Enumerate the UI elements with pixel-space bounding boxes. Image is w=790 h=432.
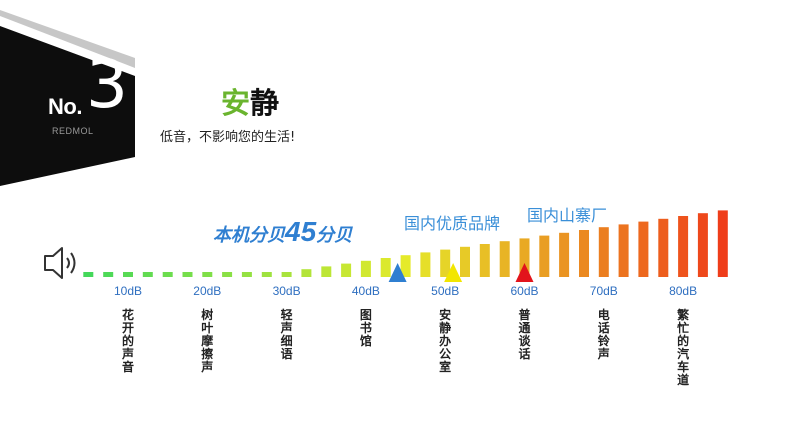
badge-black-band: [0, 26, 135, 186]
level-bar: [182, 272, 193, 277]
callout-domestic-brand: 国内优质品牌: [404, 214, 501, 233]
level-bar: [301, 269, 312, 277]
level-bar: [341, 263, 352, 277]
speaker-icon: [44, 247, 76, 279]
db-tick-label: 10dB: [113, 284, 143, 298]
level-bar: [697, 213, 708, 277]
db-description: 花开的声音: [121, 308, 134, 374]
level-bar: [440, 249, 451, 277]
level-bar: [638, 221, 649, 277]
marker-blue: [388, 263, 407, 282]
level-bar: [400, 255, 411, 277]
level-bar: [678, 216, 689, 277]
marker-yellow: [444, 263, 463, 282]
badge-brand: REDMOL: [52, 126, 94, 136]
level-bar: [321, 266, 332, 277]
level-bar: [618, 224, 629, 277]
db-tick-label: 40dB: [351, 284, 380, 298]
title-accent: 安: [221, 86, 251, 120]
db-tick-label: 80dB: [669, 284, 698, 298]
callout-copycat-factory: 国内山寨厂: [527, 206, 608, 225]
level-bar: [579, 230, 589, 277]
level-bar: [123, 272, 133, 277]
level-bar: [717, 210, 728, 277]
badge-gray-stripe: [0, 10, 135, 68]
level-bar: [281, 272, 292, 277]
level-bar: [261, 272, 272, 277]
db-tick-label: 30dB: [272, 284, 301, 298]
level-bar: [539, 235, 550, 277]
level-bar: [162, 272, 173, 277]
db-description: 繁忙的汽车道: [677, 308, 690, 387]
db-description: 轻声细语: [280, 308, 293, 361]
callout-machine-db: 本机分贝45分贝: [213, 216, 352, 248]
title-rest: 静: [250, 86, 280, 120]
callout-machine-prefix: 本机分贝: [213, 225, 285, 246]
level-bar: [658, 218, 669, 277]
db-description: 普通谈话: [518, 308, 531, 361]
page-title: 安静: [221, 86, 279, 120]
level-bar: [202, 272, 213, 277]
db-description: 电话铃声: [597, 308, 610, 361]
level-bar: [103, 272, 114, 277]
level-bar: [222, 272, 233, 277]
callout-machine-value: 45: [285, 216, 317, 247]
level-bar: [499, 241, 510, 277]
level-bar: [420, 252, 431, 277]
subtitle: 低音，不影响您的生活!: [160, 130, 296, 145]
level-bar: [380, 258, 391, 277]
level-bar: [479, 244, 490, 277]
level-bar: [83, 272, 94, 277]
db-description: 图书馆: [359, 308, 372, 348]
db-tick-label: 20dB: [193, 284, 222, 298]
badge-number: 3: [86, 46, 128, 123]
level-bar: [559, 232, 570, 277]
level-bar: [460, 246, 470, 277]
badge-prefix: No.: [48, 94, 82, 119]
level-bar: [142, 272, 153, 277]
db-tick-label: 50dB: [431, 284, 460, 298]
level-bar: [241, 272, 252, 277]
db-tick-label: 60dB: [510, 284, 539, 298]
db-description: 安静办公室: [439, 308, 452, 374]
marker-red: [515, 263, 534, 282]
level-bar: [360, 260, 371, 277]
level-bar: [598, 227, 609, 277]
db-tick-label: 70dB: [589, 284, 618, 298]
callout-machine-suffix: 分贝: [316, 225, 353, 246]
level-bar: [519, 238, 530, 277]
db-description: 树叶摩擦声: [201, 308, 214, 374]
